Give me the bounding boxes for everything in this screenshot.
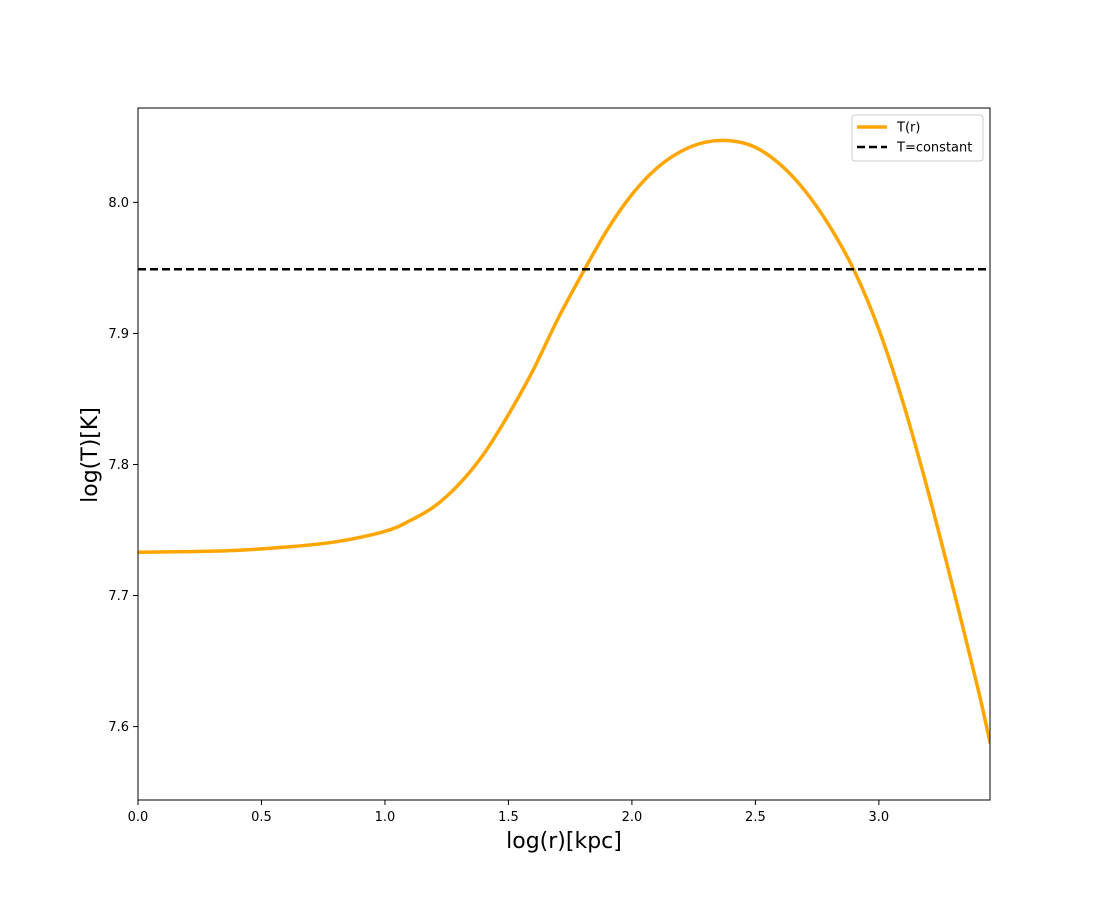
x-axis-label: log(r)[kpc] <box>506 829 622 854</box>
legend-label-t-constant: T=constant <box>896 141 972 156</box>
y-tick-label: 7.7 <box>108 589 129 604</box>
y-tick-label: 7.6 <box>108 720 129 735</box>
y-tick-label: 8.0 <box>108 196 129 211</box>
x-tick-label: 1.0 <box>375 810 396 825</box>
x-tick-label: 0.5 <box>251 810 272 825</box>
y-axis-ticks: 7.6 7.7 7.8 7.9 8.0 <box>108 196 138 735</box>
x-tick-label: 2.0 <box>622 810 643 825</box>
x-tick-label: 1.5 <box>498 810 519 825</box>
y-tick-label: 7.8 <box>108 458 129 473</box>
y-axis-label: log(T)[K] <box>78 407 103 503</box>
x-tick-label: 3.0 <box>869 810 890 825</box>
plot-frame <box>137 107 991 801</box>
series-line-t-r <box>138 138 990 745</box>
x-tick-label: 0.0 <box>128 810 149 825</box>
x-axis-ticks: 0.0 0.5 1.0 1.5 2.0 2.5 3.0 <box>128 800 890 825</box>
y-tick-label: 7.9 <box>108 327 129 342</box>
x-tick-label: 2.5 <box>745 810 766 825</box>
series-group <box>138 138 990 745</box>
legend-label-t-r: T(r) <box>896 121 920 136</box>
legend: T(r) T=constant <box>851 114 984 162</box>
